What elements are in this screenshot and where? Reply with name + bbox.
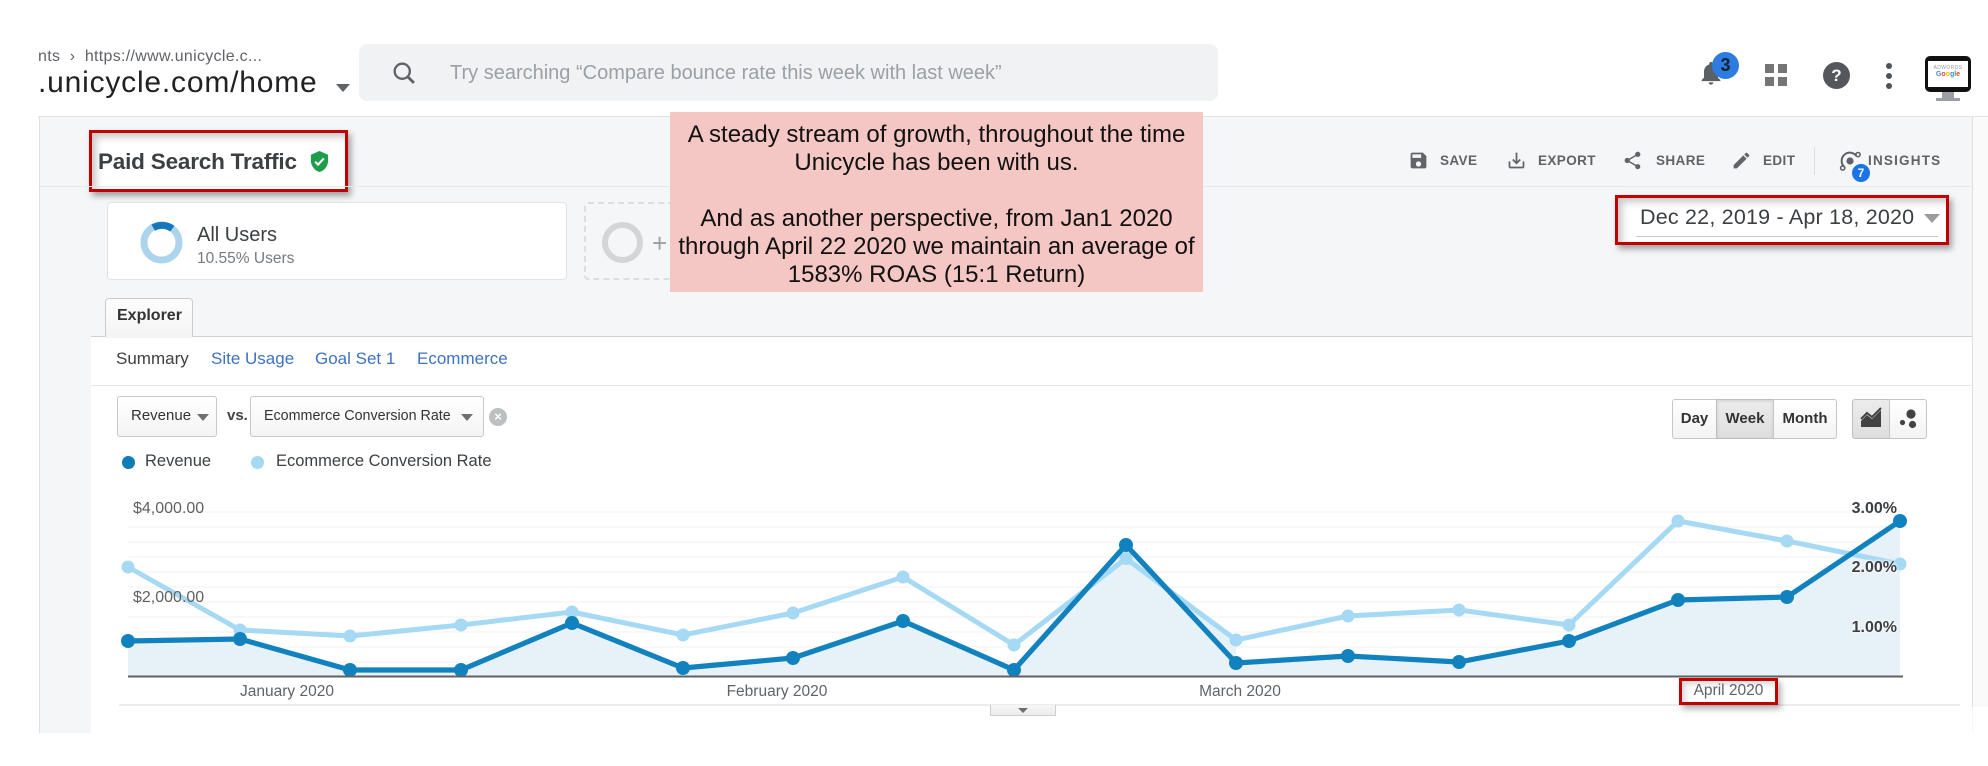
svg-text:January 2020: January 2020 — [240, 683, 334, 700]
svg-text:February 2020: February 2020 — [727, 683, 828, 700]
svg-text:March 2020: March 2020 — [1199, 683, 1281, 700]
svg-text:$4,000.00: $4,000.00 — [133, 500, 204, 517]
svg-text:3.00%: 3.00% — [1852, 500, 1897, 517]
svg-text:$2,000.00: $2,000.00 — [133, 589, 204, 606]
svg-text:1.00%: 1.00% — [1852, 619, 1897, 636]
svg-text:2.00%: 2.00% — [1852, 559, 1897, 576]
